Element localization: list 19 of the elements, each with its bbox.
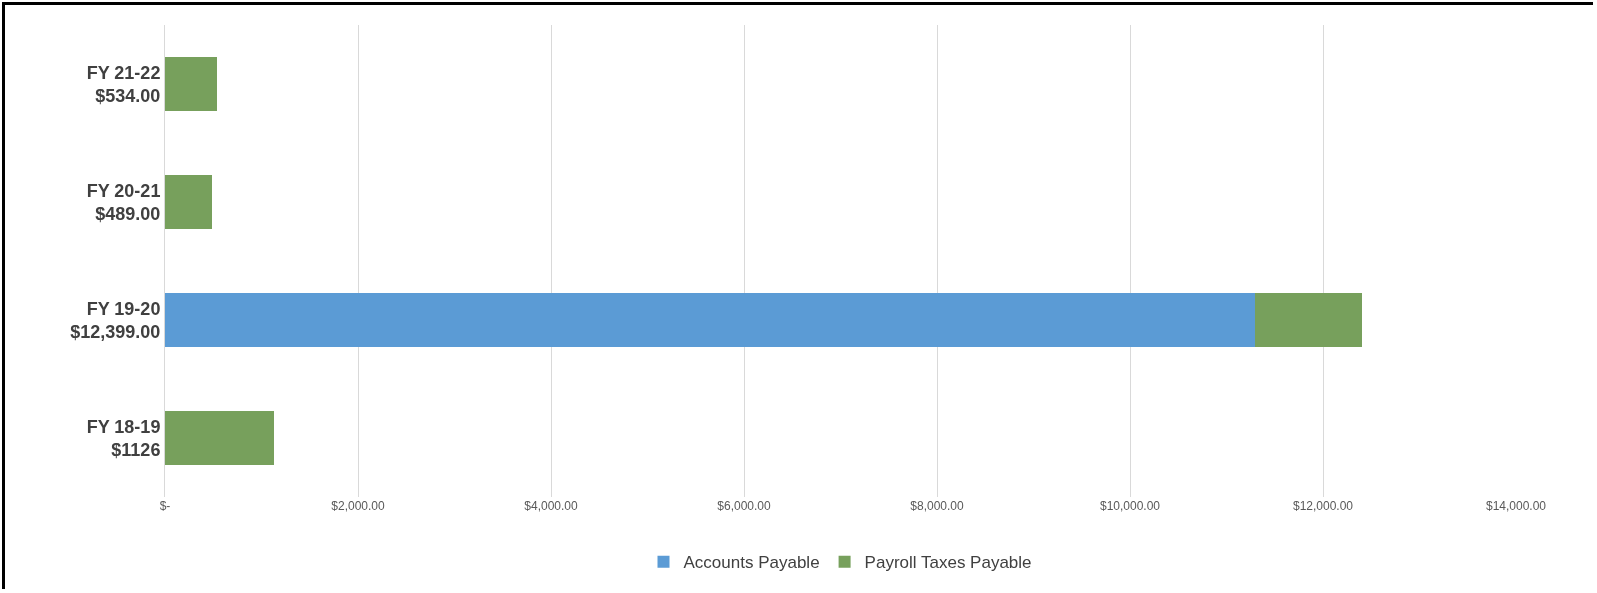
- x-tick-label: $8,000.00: [910, 499, 965, 513]
- bar: [165, 57, 217, 111]
- bar: [165, 293, 1256, 347]
- x-tick-label: $12,000.00: [1292, 499, 1354, 513]
- legend-label: Accounts Payable: [683, 553, 820, 573]
- x-tick-label: $10,000.00: [1099, 499, 1161, 513]
- bar: [165, 411, 274, 465]
- bar: [1255, 293, 1362, 347]
- bar: [165, 175, 213, 229]
- y-tick-label: FY 18-19 $1126: [86, 416, 161, 460]
- x-tick-label: $6,000.00: [717, 499, 772, 513]
- y-tick-label: FY 21-22 $534.00: [86, 62, 161, 106]
- legend-label: Payroll Taxes Payable: [864, 553, 1032, 573]
- y-tick-label: FY 19-20 $12,399.00: [70, 298, 161, 342]
- x-tick-label: $-: [159, 499, 171, 513]
- y-tick-label: FY 20-21 $489.00: [86, 180, 161, 224]
- x-tick-label: $2,000.00: [331, 499, 386, 513]
- x-tick-label: $14,000.00: [1485, 499, 1547, 513]
- x-tick-label: $4,000.00: [524, 499, 579, 513]
